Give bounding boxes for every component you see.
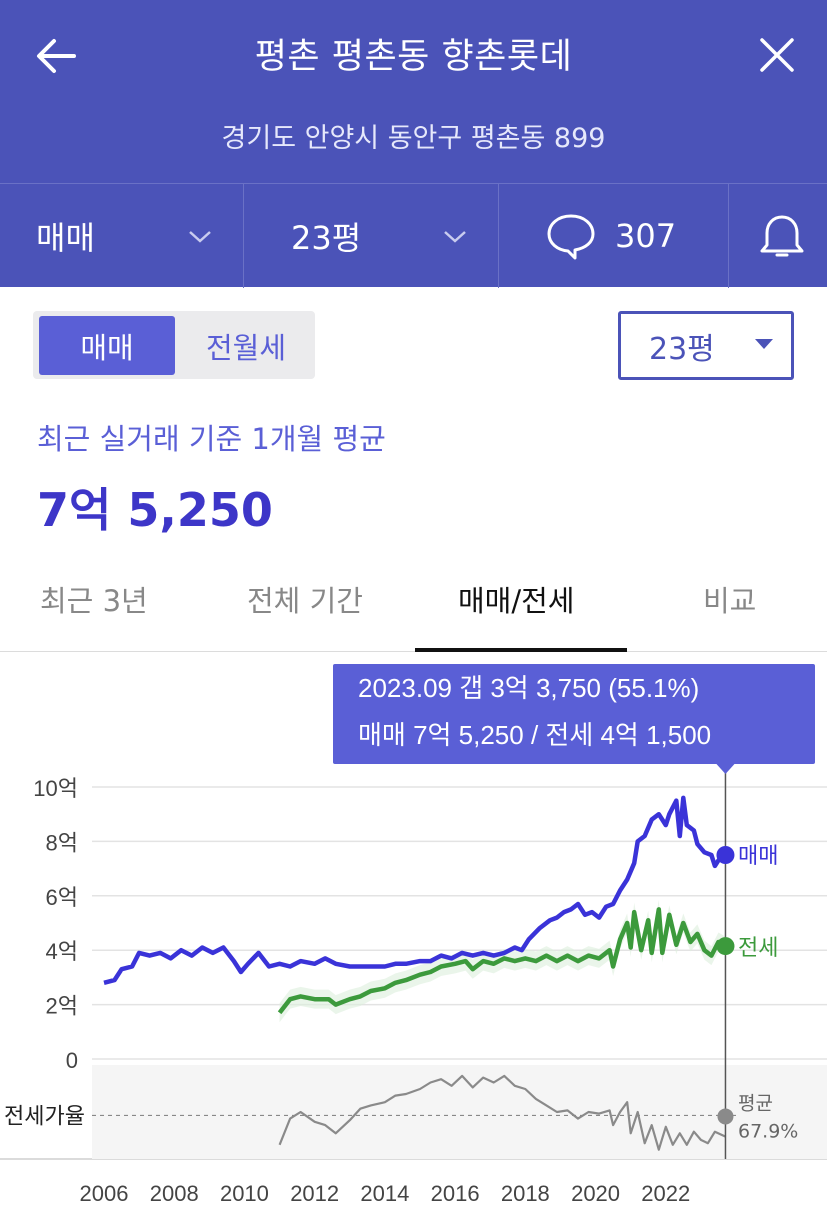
bell-icon bbox=[760, 215, 804, 257]
summary-label: 최근 실거래 기준 1개월 평균 bbox=[37, 422, 386, 456]
sale-series-label: 매매 bbox=[738, 844, 778, 869]
summary-price: 7억 5,250 bbox=[37, 483, 273, 537]
sale-current-point bbox=[716, 846, 735, 864]
tooltip-line-2: 매매 7억 5,250 / 전세 4억 1,500 bbox=[358, 720, 711, 750]
caret-down-icon bbox=[755, 339, 773, 349]
active-tab-indicator bbox=[415, 648, 627, 652]
ratio-series-line bbox=[278, 1074, 726, 1151]
tab-recent-3y[interactable]: 최근 3년 bbox=[40, 584, 148, 618]
x-tick-label: 2014 bbox=[360, 1181, 409, 1206]
speech-bubble-icon bbox=[547, 214, 595, 260]
ratio-average-label: 평균 bbox=[738, 1092, 773, 1114]
app-header: 평촌 평촌동 향촌롯데 경기도 안양시 동안구 평촌동 899 매매 23평 3… bbox=[0, 0, 827, 288]
close-icon[interactable] bbox=[752, 30, 802, 80]
y-tick-label: 10억 bbox=[33, 776, 78, 801]
x-tick-label: 2008 bbox=[150, 1181, 199, 1206]
chart-tabs: 최근 3년 전체 기간 매매/전세 비교 bbox=[0, 560, 827, 652]
divider bbox=[243, 184, 244, 288]
comment-count: 307 bbox=[615, 217, 677, 255]
back-arrow-icon[interactable] bbox=[30, 30, 82, 82]
size-select-value: 23평 bbox=[649, 331, 715, 367]
y-tick-label: 0 bbox=[66, 1048, 78, 1073]
tab-all-period[interactable]: 전체 기간 bbox=[247, 584, 363, 618]
size-label: 23평 bbox=[291, 219, 362, 257]
y-tick-label: 4억 bbox=[46, 939, 78, 964]
x-tick-label: 2018 bbox=[501, 1181, 550, 1206]
x-tick-label: 2022 bbox=[641, 1181, 690, 1206]
x-tick-label: 2012 bbox=[290, 1181, 339, 1206]
sale-series-line bbox=[103, 795, 727, 985]
segment-sale[interactable]: 매매 bbox=[39, 316, 175, 375]
trade-type-label: 매매 bbox=[36, 219, 95, 257]
jeonse-series-label: 전세 bbox=[738, 936, 778, 961]
price-chart[interactable]: 10억 8억 6억 4억 2억 0 2006 2008 2010 2012 2014 2016 2018… bbox=[0, 652, 827, 1213]
divider bbox=[498, 184, 499, 288]
notification-button[interactable] bbox=[756, 184, 812, 288]
chevron-down-icon bbox=[189, 231, 211, 243]
tooltip-line-1: 2023.09 갭 3억 3,750 (55.1%) bbox=[358, 673, 699, 703]
tab-compare[interactable]: 비교 bbox=[703, 584, 757, 618]
x-tick-label: 2020 bbox=[571, 1181, 620, 1206]
comments-button[interactable]: 307 bbox=[545, 184, 725, 288]
x-tick-label: 2006 bbox=[80, 1181, 129, 1206]
tooltip-box bbox=[333, 664, 815, 764]
trade-type-dropdown[interactable]: 매매 bbox=[36, 184, 242, 288]
jeonse-current-point bbox=[716, 937, 735, 956]
address-text: 경기도 안양시 동안구 평촌동 899 bbox=[221, 123, 606, 154]
x-tick-label: 2010 bbox=[220, 1181, 269, 1206]
ratio-series-label: 전세가율 bbox=[4, 1104, 85, 1129]
tab-sale-jeonse[interactable]: 매매/전세 bbox=[458, 584, 575, 618]
trade-segmented-control: 매매 전월세 bbox=[33, 311, 315, 379]
segment-rent[interactable]: 전월세 bbox=[205, 330, 287, 365]
x-tick-label: 2016 bbox=[431, 1181, 480, 1206]
page-title: 평촌 평촌동 향촌롯데 bbox=[254, 37, 573, 77]
chevron-down-icon bbox=[444, 231, 466, 243]
size-dropdown[interactable]: 23평 bbox=[291, 184, 497, 288]
divider bbox=[728, 184, 729, 288]
y-tick-label: 2억 bbox=[46, 994, 78, 1019]
y-tick-label: 8억 bbox=[46, 830, 78, 855]
filter-bar: 매매 23평 307 bbox=[0, 183, 827, 288]
ratio-average-value: 67.9% bbox=[738, 1120, 798, 1142]
y-tick-label: 6억 bbox=[46, 885, 78, 910]
tooltip-pointer bbox=[716, 764, 735, 774]
jeonse-series-line bbox=[277, 907, 727, 1015]
ratio-panel-background bbox=[92, 1065, 827, 1159]
size-select[interactable]: 23평 bbox=[618, 311, 794, 380]
ratio-current-point bbox=[717, 1108, 734, 1125]
